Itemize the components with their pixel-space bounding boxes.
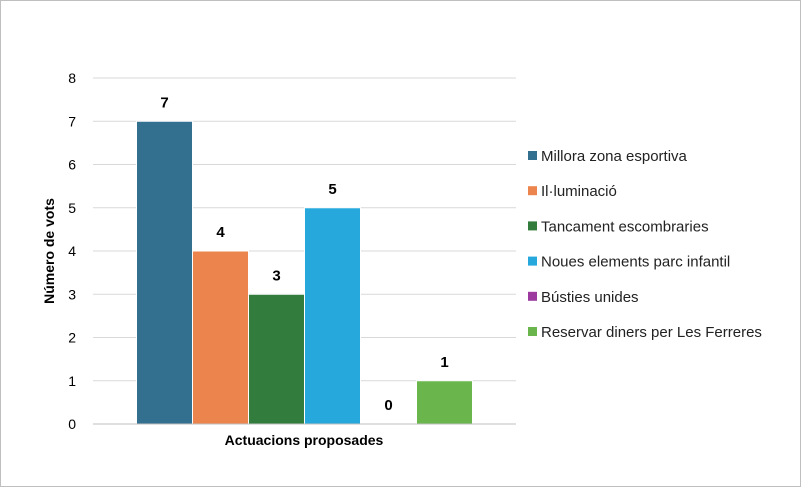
y-tick-label: 8	[68, 70, 76, 86]
legend-label: Il·luminació	[541, 183, 617, 200]
data-label: 7	[160, 94, 168, 111]
y-tick-label: 7	[68, 113, 76, 129]
y-tick-label: 1	[68, 373, 76, 389]
legend-swatch	[528, 327, 537, 336]
data-label: 0	[384, 397, 392, 414]
legend-swatch	[528, 186, 537, 196]
x-axis-label: Actuacions proposades	[225, 432, 384, 448]
bar	[248, 293, 305, 425]
y-tick-label: 6	[68, 157, 76, 173]
data-label: 1	[440, 354, 448, 371]
bar	[304, 207, 361, 425]
legend: Millora zona esportiva Il·luminació Tancam…	[528, 148, 762, 341]
bar	[192, 250, 249, 425]
legend-item: Noues elements parc infantil	[528, 254, 730, 271]
bar	[416, 380, 473, 425]
bar	[136, 120, 193, 425]
legend-label: Tancament escombraries	[541, 218, 709, 235]
legend-item: Millora zona esportiva	[528, 148, 688, 165]
legend-item: Il·luminació	[528, 183, 617, 200]
y-tick-label: 5	[68, 200, 76, 216]
legend-swatch	[528, 256, 537, 266]
data-label: 4	[216, 224, 225, 241]
y-axis-tick-labels: 0 1 2 3 4 5 6 7 8	[68, 70, 76, 432]
bars	[136, 120, 473, 425]
data-label: 3	[272, 267, 280, 284]
y-tick-label: 2	[68, 330, 76, 346]
data-labels: 7 4 3 5 0 1	[160, 94, 448, 414]
legend-label: Noues elements parc infantil	[541, 254, 730, 271]
legend-swatch	[528, 291, 537, 301]
y-tick-label: 0	[68, 416, 76, 432]
y-tick-label: 3	[68, 286, 76, 302]
legend-label: Bústies unides	[541, 289, 639, 306]
y-axis-label: Número de vots	[41, 198, 57, 304]
data-label: 5	[328, 181, 336, 198]
legend-item: Reservar diners per Les Ferreres	[528, 324, 762, 341]
legend-label: Reservar diners per Les Ferreres	[541, 324, 762, 341]
legend-swatch	[528, 221, 537, 231]
legend-item: Bústies unides	[528, 289, 639, 306]
legend-label: Millora zona esportiva	[541, 148, 688, 165]
legend-item: Tancament escombraries	[528, 218, 709, 235]
y-tick-label: 4	[68, 243, 76, 259]
legend-swatch	[528, 151, 537, 160]
